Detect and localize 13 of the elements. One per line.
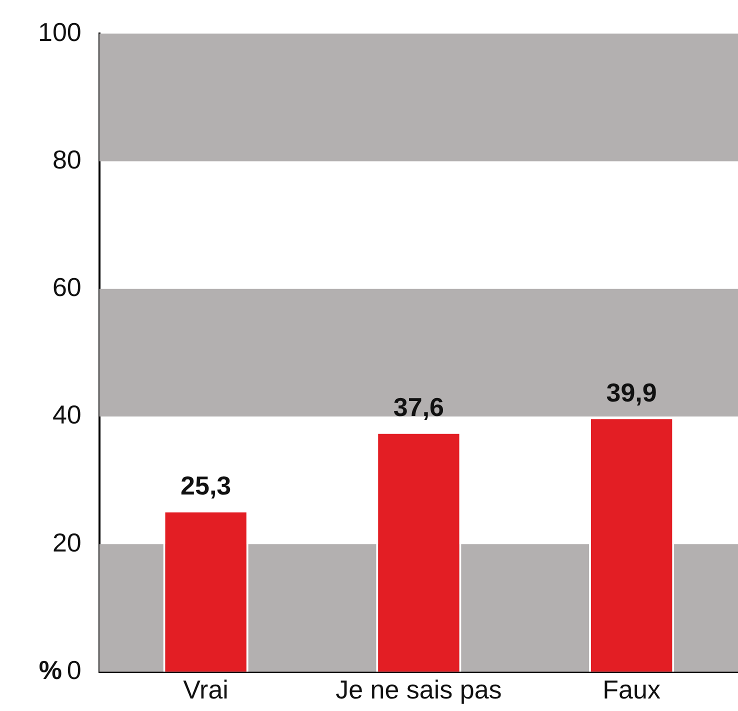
y-tick-label: 0 <box>66 654 82 685</box>
data-label: 39,9 <box>606 377 657 408</box>
x-tick-label: Je ne sais pas <box>336 674 502 705</box>
y-axis-title: % <box>38 654 62 685</box>
data-label: 37,6 <box>393 392 444 422</box>
x-tick-label: Vrai <box>183 674 228 705</box>
y-tick-label: 40 <box>52 400 82 430</box>
y-tick-label: 80 <box>52 144 82 174</box>
y-tick-label: 100 <box>38 16 82 47</box>
x-tick-label: Faux <box>602 674 660 705</box>
y-tick-label: 20 <box>52 527 82 558</box>
data-label: 25,3 <box>180 470 232 501</box>
y-tick-label: 60 <box>52 272 82 302</box>
